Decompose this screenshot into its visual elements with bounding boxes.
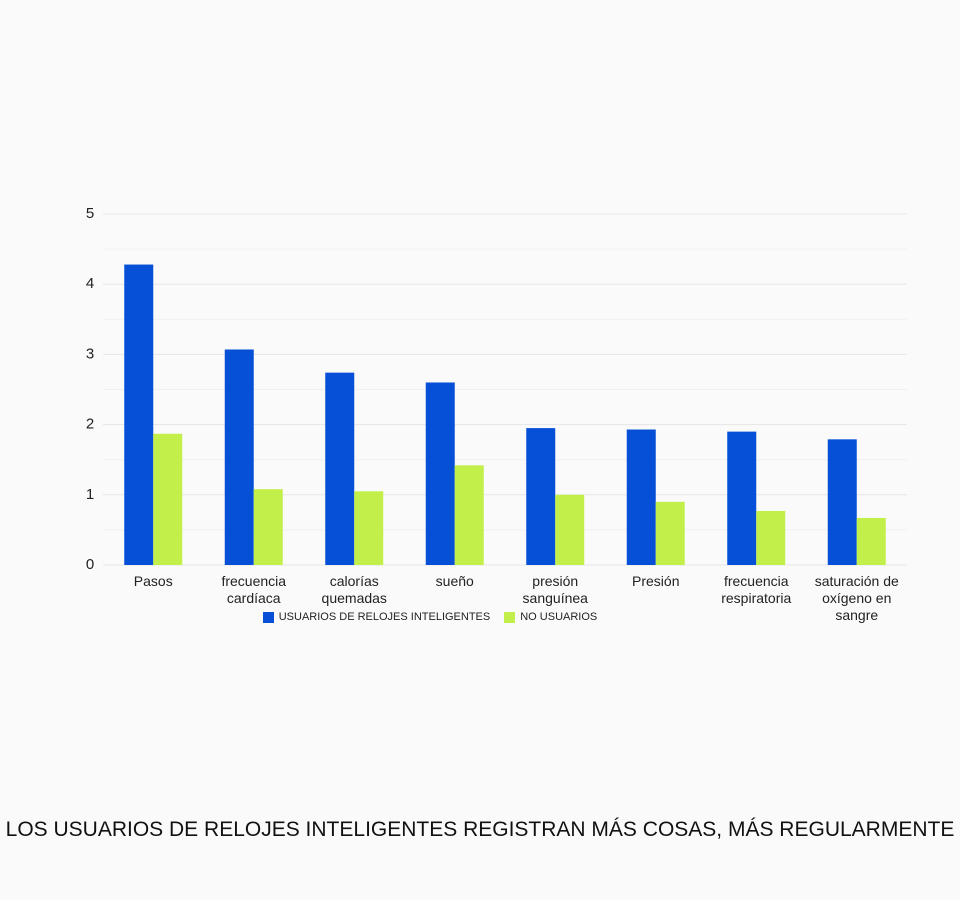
bar	[354, 491, 384, 565]
bar	[425, 382, 455, 565]
chart-title: LOS USUARIOS DE RELOJES INTELIGENTES REG…	[5, 818, 955, 841]
x-tick-label: frecuencia cardíaca	[221, 573, 287, 606]
x-tick-label: frecuencia respiratoria	[721, 573, 792, 606]
bar	[555, 494, 585, 565]
bar	[325, 372, 355, 565]
legend-label: NO USUARIOS	[520, 611, 598, 623]
bar	[626, 429, 656, 565]
y-tick-label: 2	[86, 416, 94, 433]
y-tick-label: 3	[86, 345, 94, 362]
bar	[224, 349, 254, 565]
bar	[655, 501, 685, 565]
y-tick-label: 1	[86, 486, 94, 503]
legend-item: NO USUARIOS	[504, 611, 597, 623]
bar	[526, 428, 556, 565]
legend-label: USUARIOS DE RELOJES INTELIGENTES	[278, 611, 491, 623]
bar	[124, 264, 154, 565]
legend-swatch	[262, 611, 274, 623]
bar	[827, 439, 857, 565]
bar	[454, 465, 484, 565]
legend-item: USUARIOS DE RELOJES INTELIGENTES	[262, 611, 491, 623]
bar	[253, 489, 283, 565]
y-tick-label: 0	[86, 556, 94, 573]
y-tick-label: 5	[86, 205, 94, 222]
legend-swatch	[504, 611, 516, 623]
bar	[153, 433, 183, 565]
bar	[727, 431, 757, 565]
legend: USUARIOS DE RELOJES INTELIGENTES NO USUAR…	[0, 611, 860, 623]
x-tick-label: Presión	[632, 573, 680, 589]
bar	[756, 510, 786, 565]
x-tick-label: Pasos	[133, 573, 173, 589]
x-tick-label: saturación de oxígeno en sangre	[814, 573, 899, 623]
x-tick-label: presión sanguínea	[522, 573, 588, 606]
y-tick-label: 4	[86, 275, 94, 292]
bar	[856, 517, 886, 565]
x-tick-label: calorías quemadas	[321, 573, 387, 606]
x-tick-label: sueño	[435, 573, 474, 589]
